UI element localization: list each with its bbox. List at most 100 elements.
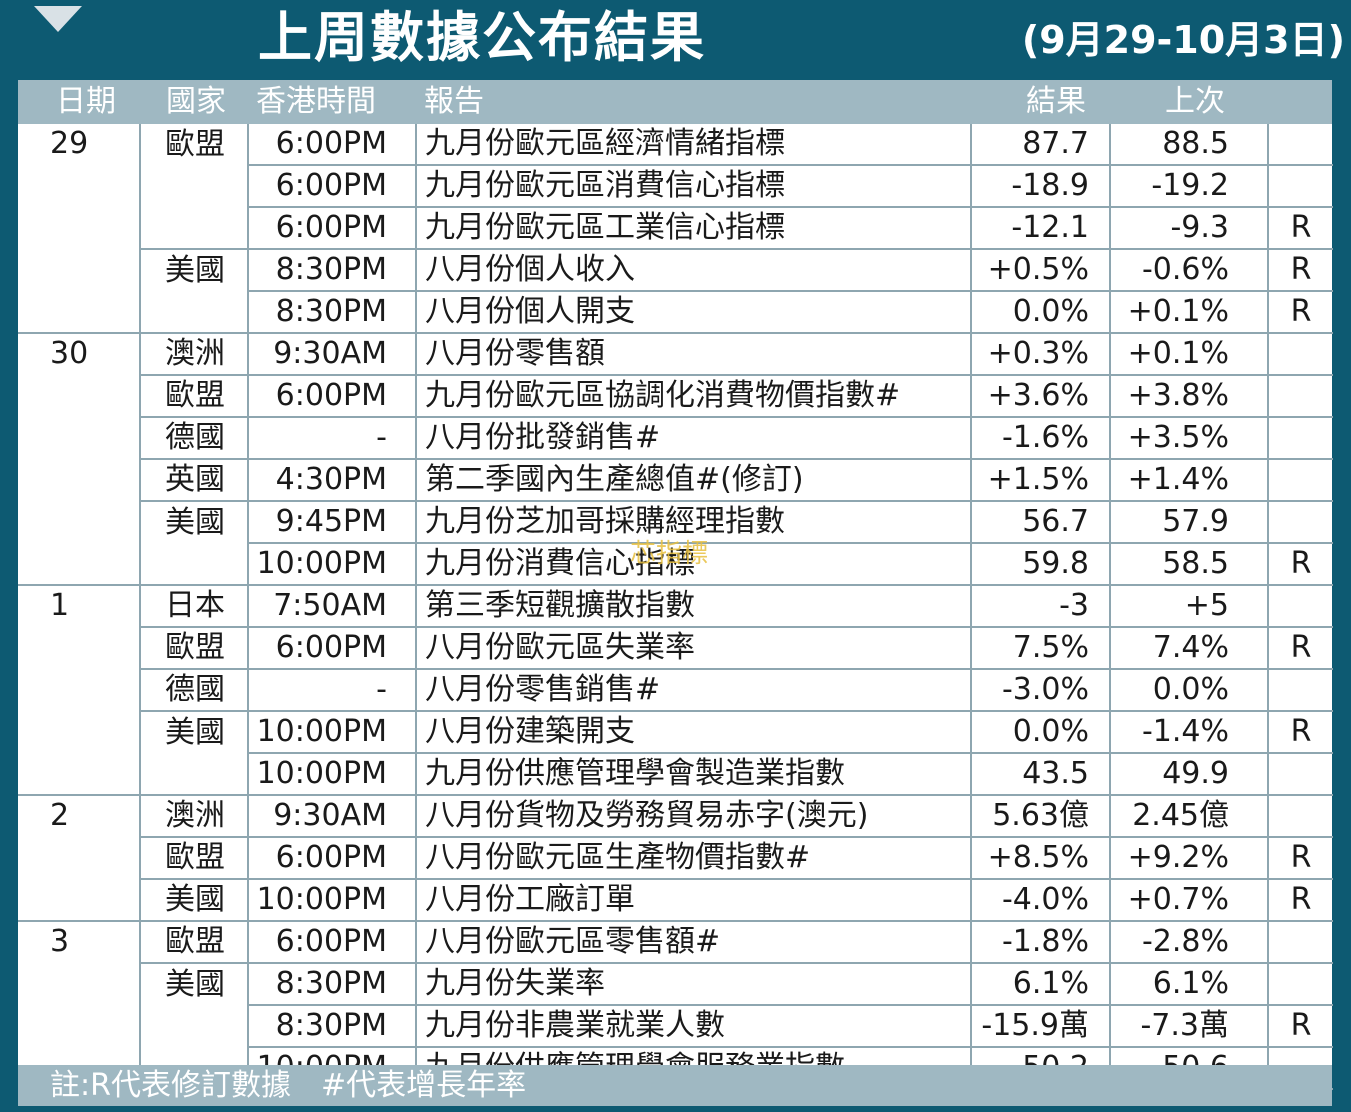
cell-previous: 57.9 <box>1109 501 1268 544</box>
page-title: 上周數據公布結果 <box>258 6 706 69</box>
cell-date <box>18 627 140 669</box>
cell-report: 九月份失業率 <box>415 963 971 1006</box>
cell-report: 八月份個人收入 <box>415 249 971 292</box>
cell-country: 德國 <box>139 669 248 712</box>
cell-result: -1.6% <box>970 417 1110 460</box>
column-header-row: 日期 國家 香港時間 報告 結果 上次 <box>18 80 1332 124</box>
cell-country <box>139 1005 248 1047</box>
cell-report: 九月份歐元區協調化消費物價指數# <box>415 375 971 418</box>
cell-report: 九月份歐元區消費信心指標 <box>415 165 971 208</box>
cell-result: -3.0% <box>970 669 1110 712</box>
cell-report: 九月份消費信心指標 <box>415 543 971 586</box>
column-header-country: 國家 <box>166 84 226 119</box>
cell-date <box>18 879 140 922</box>
cell-date <box>18 417 140 459</box>
cell-country: 歐盟 <box>139 837 248 880</box>
table-row: 德國 - 八月份零售銷售# -3.0% 0.0% <box>18 669 1333 712</box>
cell-date <box>18 501 140 543</box>
footnote: 註:R代表修訂數據 #代表增長年率 <box>50 1068 527 1103</box>
cell-date: 29 <box>50 126 89 161</box>
cell-previous: -7.3萬 <box>1109 1005 1268 1048</box>
cell-report: 八月份零售銷售# <box>415 669 971 712</box>
cell-country: 澳洲 <box>139 333 248 376</box>
cell-hk-time: 10:00PM <box>247 753 416 796</box>
cell-result: +1.5% <box>970 459 1110 502</box>
cell-country: 歐盟 <box>139 627 248 670</box>
cell-previous: +3.8% <box>1109 375 1268 418</box>
cell-hk-time: 6:00PM <box>247 207 416 250</box>
footnote-bar: 註:R代表修訂數據 #代表增長年率 <box>18 1065 1332 1106</box>
cell-date <box>18 963 140 1005</box>
cell-country: 日本 <box>139 585 248 628</box>
cell-result: 7.5% <box>970 627 1110 670</box>
table-row: 8:30PM 八月份個人開支 0.0% +0.1% R <box>18 291 1333 334</box>
cell-revised-flag: R <box>1267 543 1333 586</box>
cell-country: 美國 <box>139 711 248 753</box>
cell-country <box>139 291 248 334</box>
cell-date <box>18 753 140 796</box>
cell-previous: 2.45億 <box>1109 795 1268 838</box>
cell-country: 美國 <box>139 249 248 291</box>
cell-country <box>139 165 248 207</box>
cell-result: -1.8% <box>970 921 1110 964</box>
cell-hk-time: 7:50AM <box>247 585 416 628</box>
cell-revised-flag <box>1267 333 1333 376</box>
cell-country: 歐盟 <box>139 375 248 418</box>
cell-revised-flag <box>1267 375 1333 418</box>
cell-date: 30 <box>50 336 89 371</box>
column-header-report: 報告 <box>424 84 484 119</box>
table-row: 10:00PM 九月份消費信心指標 59.8 58.5 R <box>18 543 1333 586</box>
table-row: 6:00PM 九月份歐元區消費信心指標 -18.9 -19.2 <box>18 165 1333 208</box>
cell-revised-flag <box>1267 795 1333 838</box>
cell-hk-time: 6:00PM <box>247 375 416 418</box>
cell-previous: 7.4% <box>1109 627 1268 670</box>
cell-hk-time: 6:00PM <box>247 165 416 208</box>
watermark: 芯指標 <box>630 539 709 569</box>
table-row: 29 歐盟 6:00PM 九月份歐元區經濟情緒指標 87.7 88.5 <box>18 124 1333 166</box>
cell-revised-flag: R <box>1267 837 1333 880</box>
cell-country: 歐盟 <box>139 124 248 165</box>
cell-previous: +1.4% <box>1109 459 1268 502</box>
cell-date <box>18 375 140 417</box>
column-header-previous: 上次 <box>1165 84 1225 119</box>
cell-report: 八月份歐元區失業率 <box>415 627 971 670</box>
cell-previous: +5 <box>1109 585 1268 628</box>
cell-result: 5.63億 <box>970 795 1110 838</box>
cell-revised-flag <box>1267 963 1333 1006</box>
cell-country: 澳洲 <box>139 795 248 838</box>
cell-revised-flag: R <box>1267 879 1333 922</box>
cell-date <box>18 165 140 207</box>
cell-result: 43.5 <box>970 753 1110 796</box>
table-row: 德國 - 八月份批發銷售# -1.6% +3.5% <box>18 417 1333 460</box>
table-row: 英國 4:30PM 第二季國內生產總值#(修訂) +1.5% +1.4% <box>18 459 1333 502</box>
table-row: 1 日本 7:50AM 第三季短觀擴散指數 -3 +5 <box>18 585 1333 628</box>
cell-report: 九月份芝加哥採購經理指數 <box>415 501 971 544</box>
cell-report: 九月份歐元區工業信心指標 <box>415 207 971 250</box>
table-row: 2 澳洲 9:30AM 八月份貨物及勞務貿易赤字(澳元) 5.63億 2.45億 <box>18 795 1333 838</box>
corner-triangle-icon <box>34 6 82 32</box>
cell-previous: +0.1% <box>1109 291 1268 334</box>
column-header-date: 日期 <box>56 84 116 119</box>
cell-hk-time: 8:30PM <box>247 963 416 1006</box>
table-row: 歐盟 6:00PM 八月份歐元區失業率 7.5% 7.4% R <box>18 627 1333 670</box>
cell-report: 八月份貨物及勞務貿易赤字(澳元) <box>415 795 971 838</box>
cell-report: 八月份建築開支 <box>415 711 971 754</box>
cell-previous: -2.8% <box>1109 921 1268 964</box>
cell-date <box>18 207 140 249</box>
cell-report: 第三季短觀擴散指數 <box>415 585 971 628</box>
table-row: 10:00PM 九月份供應管理學會製造業指數 43.5 49.9 <box>18 753 1333 796</box>
table-row: 美國 9:45PM 九月份芝加哥採購經理指數 56.7 57.9 <box>18 501 1333 544</box>
table-row: 歐盟 6:00PM 九月份歐元區協調化消費物價指數# +3.6% +3.8% <box>18 375 1333 418</box>
cell-previous: 58.5 <box>1109 543 1268 586</box>
cell-country <box>139 753 248 796</box>
cell-report: 九月份歐元區經濟情緒指標 <box>415 124 971 166</box>
cell-result: +0.5% <box>970 249 1110 292</box>
cell-date <box>18 543 140 586</box>
cell-revised-flag: R <box>1267 1005 1333 1048</box>
cell-report: 八月份個人開支 <box>415 291 971 334</box>
cell-result: +0.3% <box>970 333 1110 376</box>
cell-revised-flag: R <box>1267 249 1333 292</box>
cell-previous: +3.5% <box>1109 417 1268 460</box>
cell-hk-time: 10:00PM <box>247 711 416 754</box>
cell-result: -18.9 <box>970 165 1110 208</box>
